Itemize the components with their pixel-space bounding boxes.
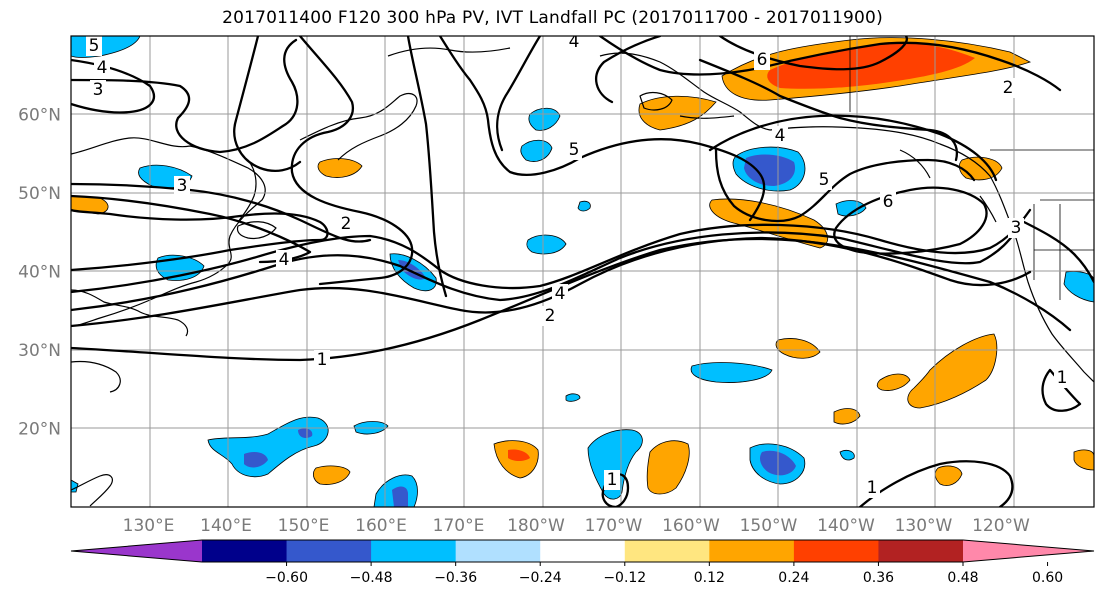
colorbar-tick-label: −0.36 — [434, 570, 477, 586]
colorbar: −0.60 −0.48 −0.36 −0.24 −0.12 0.12 0.24 0.36 0.4… — [70, 539, 1095, 586]
latitude-tick-label: 20°N — [18, 420, 61, 440]
map-frame — [70, 35, 1095, 508]
colorbar-tick-label: 0.48 — [947, 570, 978, 586]
contour-label: 1 — [607, 470, 618, 490]
contour-label: 1 — [317, 350, 328, 370]
map-panel: 5 4 3 3 2 4 1 4 2 5 4 6 4 5 — [71, 32, 1094, 507]
contour-label: 3 — [177, 176, 188, 196]
colorbar-swatch — [709, 540, 795, 562]
contour-label: 1 — [867, 478, 878, 498]
colorbar-tick-label: −0.60 — [265, 570, 308, 586]
colorbar-swatch — [371, 540, 457, 562]
longitude-tick-label: 170°W — [585, 516, 643, 536]
longitude-tick-label: 160°E — [355, 516, 407, 536]
contour-labels: 5 4 3 3 2 4 1 4 2 5 4 6 4 5 — [86, 32, 1070, 498]
latitude-tick-label: 60°N — [18, 106, 61, 126]
longitude-tick-label: 130°W — [895, 516, 953, 536]
map-title: 2017011400 F120 300 hPa PV, IVT Landfall… — [222, 8, 883, 28]
contour-label: 4 — [555, 284, 566, 304]
colorbar-swatch — [286, 540, 372, 562]
longitude-tick-label: 140°E — [200, 516, 252, 536]
political-borders — [849, 36, 1094, 300]
longitude-tick-label: 120°W — [972, 516, 1030, 536]
longitude-tick-label: 170°E — [433, 516, 485, 536]
latitude-tick-label: 40°N — [18, 263, 61, 283]
coastlines — [71, 47, 1094, 507]
contour-label: 5 — [89, 36, 100, 56]
longitude-tick-label: 150°E — [278, 516, 330, 536]
colorbar-swatch — [793, 540, 879, 562]
positive-anomaly-fills — [71, 37, 1094, 495]
contour-label: 4 — [97, 58, 108, 78]
contour-label: 4 — [775, 126, 786, 146]
colorbar-swatch — [624, 540, 710, 562]
contour-label: 6 — [883, 192, 894, 212]
contour-label: 3 — [93, 80, 104, 100]
colorbar-tick-label: 0.36 — [863, 570, 894, 586]
colorbar-swatch — [878, 540, 964, 562]
colorbar-tick-label: 0.12 — [694, 570, 725, 586]
contour-label: 1 — [1057, 368, 1068, 388]
colorbar-lower-extension — [71, 540, 202, 562]
graticule — [71, 36, 1094, 507]
longitude-tick-label: 150°W — [740, 516, 798, 536]
contour-label: 4 — [279, 250, 290, 270]
latitude-labels: 20°N 30°N 40°N 50°N 60°N — [18, 106, 61, 440]
longitude-labels: 130°E 140°E 150°E 160°E 170°E 180°W 170°W 160°W… — [123, 516, 1030, 536]
contour-label: 4 — [569, 32, 580, 52]
latitude-tick-label: 50°N — [18, 184, 61, 204]
contour-label: 6 — [757, 50, 768, 70]
longitude-tick-label: 140°W — [817, 516, 875, 536]
colorbar-tick-label: −0.48 — [350, 570, 393, 586]
colorbar-swatch — [202, 540, 288, 562]
contour-label: 2 — [1003, 78, 1014, 98]
colorbar-outline — [70, 539, 1095, 563]
colorbar-swatch — [455, 540, 541, 562]
contour-label: 2 — [545, 306, 556, 326]
contour-label: 5 — [569, 140, 580, 160]
colorbar-tick-label: 0.60 — [1032, 570, 1063, 586]
longitude-tick-label: 130°E — [123, 516, 175, 536]
colorbar-tick-label: 0.24 — [778, 570, 809, 586]
colorbar-swatch — [540, 540, 626, 562]
longitude-tick-label: 180°W — [507, 516, 565, 536]
contour-label: 2 — [341, 214, 352, 234]
longitude-tick-label: 160°W — [662, 516, 720, 536]
colorbar-tick-label: −0.12 — [603, 570, 646, 586]
latitude-tick-label: 30°N — [18, 341, 61, 361]
colorbar-tick-label: −0.24 — [519, 570, 562, 586]
contour-label: 5 — [819, 170, 830, 190]
colorbar-upper-extension — [963, 540, 1094, 562]
contour-label: 3 — [1011, 218, 1022, 238]
